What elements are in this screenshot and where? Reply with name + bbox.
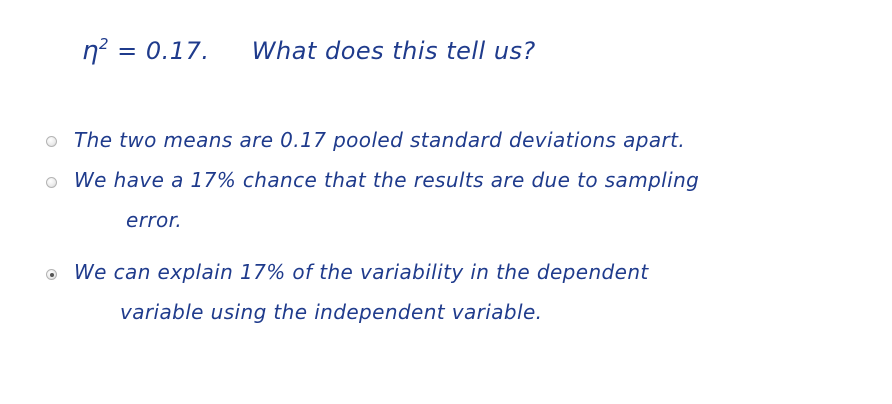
- radio-button-option-1[interactable]: [46, 136, 57, 147]
- radio-button-option-2[interactable]: [46, 177, 57, 188]
- option-3-line-2: variable using the independent variable.: [120, 300, 543, 324]
- superscript: 2: [98, 35, 110, 53]
- option-2-line-1: We have a 17% chance that the results ar…: [74, 168, 700, 192]
- question-prompt: What does this tell us?: [251, 37, 536, 65]
- radio-button-option-3-selected[interactable]: [46, 269, 57, 280]
- option-3-label: We can explain 17% of the variability in…: [74, 252, 649, 332]
- option-1-line-1: The two means are 0.17 pooled standard d…: [74, 128, 686, 152]
- option-1-label: The two means are 0.17 pooled standard d…: [74, 120, 685, 160]
- option-2-label: We have a 17% chance that the results ar…: [74, 160, 699, 240]
- eta-symbol: η: [82, 36, 99, 66]
- option-2-line-2: error.: [126, 208, 183, 232]
- effect-size-value: = 0.17.: [117, 37, 210, 65]
- question-text: η2 = 0.17. What does this tell us?: [82, 35, 536, 66]
- option-3-line-1: We can explain 17% of the variability in…: [74, 260, 649, 284]
